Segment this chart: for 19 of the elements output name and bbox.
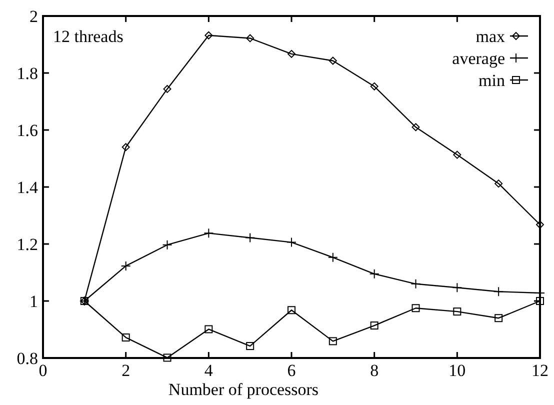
legend-label: average (452, 48, 505, 68)
y-tick-label: 1.4 (16, 178, 38, 197)
x-tick-label: 12 (532, 361, 548, 380)
y-tick-label: 1.8 (16, 64, 38, 83)
y-tick-label: 2 (30, 6, 38, 26)
y-tick-label: 1.6 (16, 120, 38, 140)
x-tick-label: 4 (204, 361, 214, 380)
x-axis-title: Number of processors (168, 380, 319, 399)
x-tick-label: 8 (370, 361, 379, 380)
x-tick-label: 0 (38, 361, 48, 380)
legend-label: min (478, 70, 506, 90)
annotation: 12 threads (53, 27, 124, 46)
legend-label: max (476, 26, 506, 46)
y-tick-label: 1.2 (16, 234, 38, 254)
x-tick-label: 10 (448, 361, 466, 380)
x-tick-label: 2 (122, 361, 130, 380)
x-tick-label: 6 (287, 361, 296, 380)
y-tick-label: 0.8 (16, 348, 38, 368)
y-tick-label: 1 (30, 292, 38, 311)
